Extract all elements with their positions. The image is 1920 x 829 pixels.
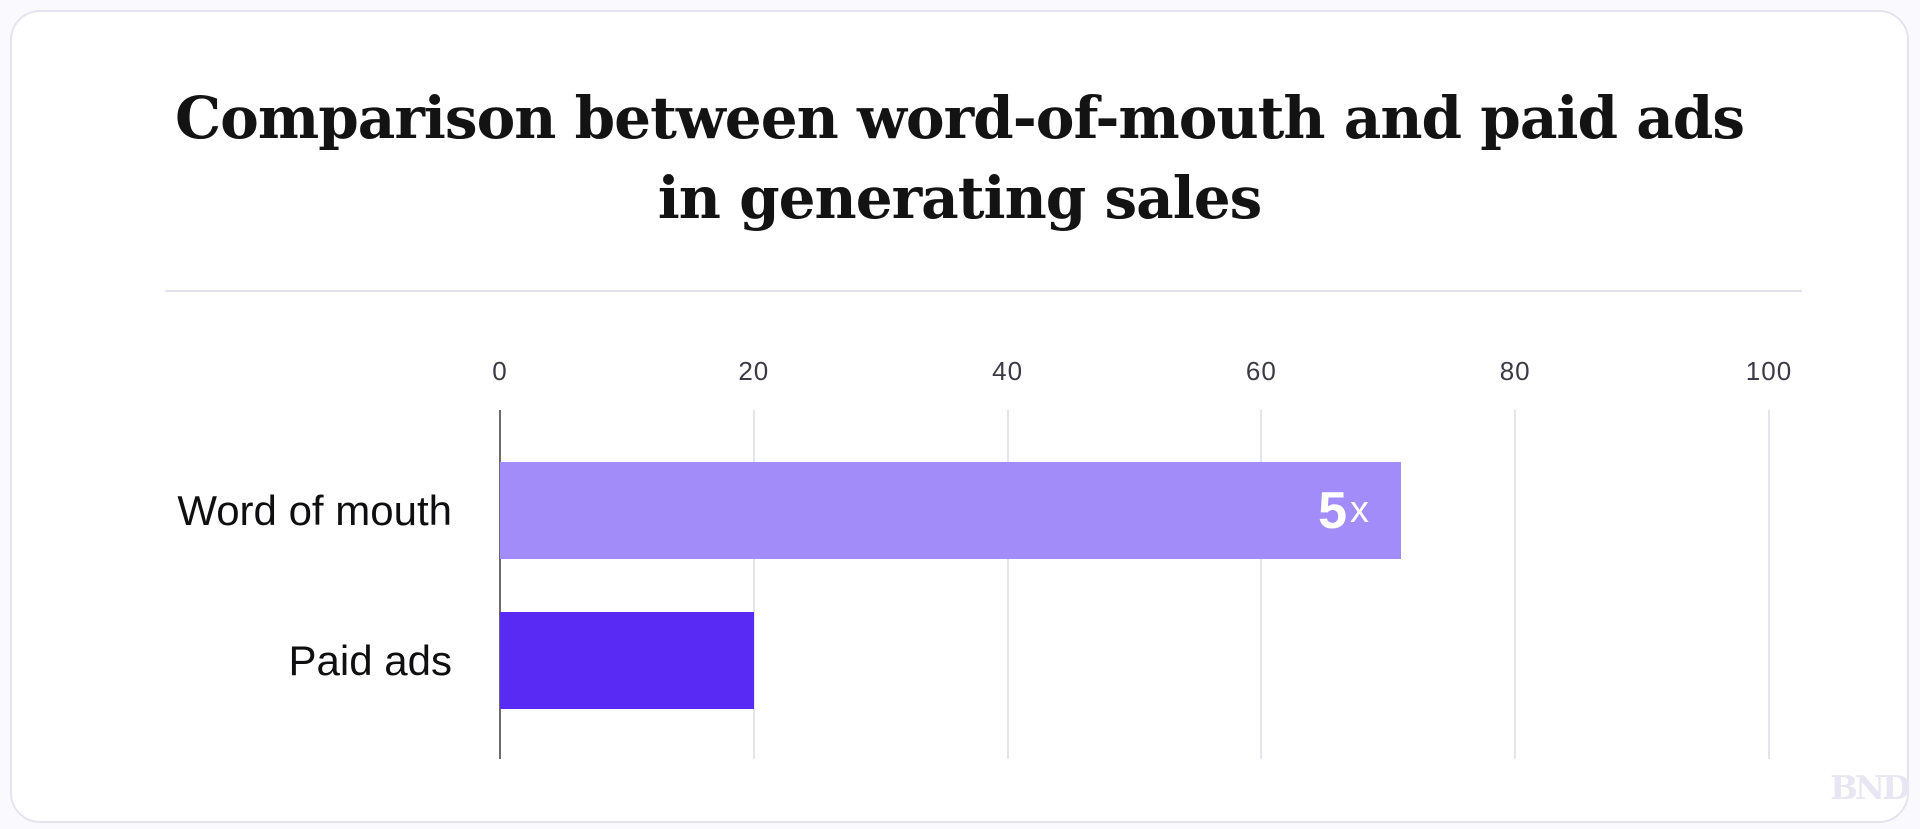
x-tick-label-60: 60 bbox=[1245, 356, 1277, 386]
gridline-60 bbox=[1260, 410, 1263, 759]
category-label-word-of-mouth: Word of mouth bbox=[177, 486, 452, 534]
bnd-logo: BND bbox=[1830, 768, 1911, 807]
chart-card: Comparison between word-of-mouth and pai… bbox=[10, 10, 1911, 823]
category-axis-labels: Word of mouth Paid ads bbox=[12, 410, 452, 759]
x-tick-label-80: 80 bbox=[1499, 356, 1531, 386]
bar-value-label: 5 bbox=[1318, 481, 1347, 540]
title-divider bbox=[165, 290, 1802, 292]
chart-title-line2: in generating sales bbox=[657, 164, 1263, 232]
bar-paid-ads bbox=[500, 612, 754, 709]
x-tick-label-20: 20 bbox=[738, 356, 770, 386]
gridline-80 bbox=[1514, 410, 1517, 759]
x-tick-label-100: 100 bbox=[1745, 356, 1793, 386]
x-tick-label-0: 0 bbox=[492, 356, 508, 386]
bar-value-label-suffix: x bbox=[1349, 489, 1369, 531]
plot-area: 0 20 40 60 80 100 5 x bbox=[492, 357, 1791, 759]
gridline-20 bbox=[752, 410, 755, 759]
y-axis-line bbox=[499, 410, 501, 759]
category-label-paid-ads: Paid ads bbox=[288, 636, 452, 684]
x-tick-label-40: 40 bbox=[992, 356, 1024, 386]
gridline-100 bbox=[1768, 410, 1770, 759]
gridline-40 bbox=[1006, 410, 1009, 759]
chart-title-line1: Comparison between word-of-mouth and pai… bbox=[174, 84, 1745, 152]
chart-title: Comparison between word-of-mouth and pai… bbox=[12, 78, 1907, 238]
